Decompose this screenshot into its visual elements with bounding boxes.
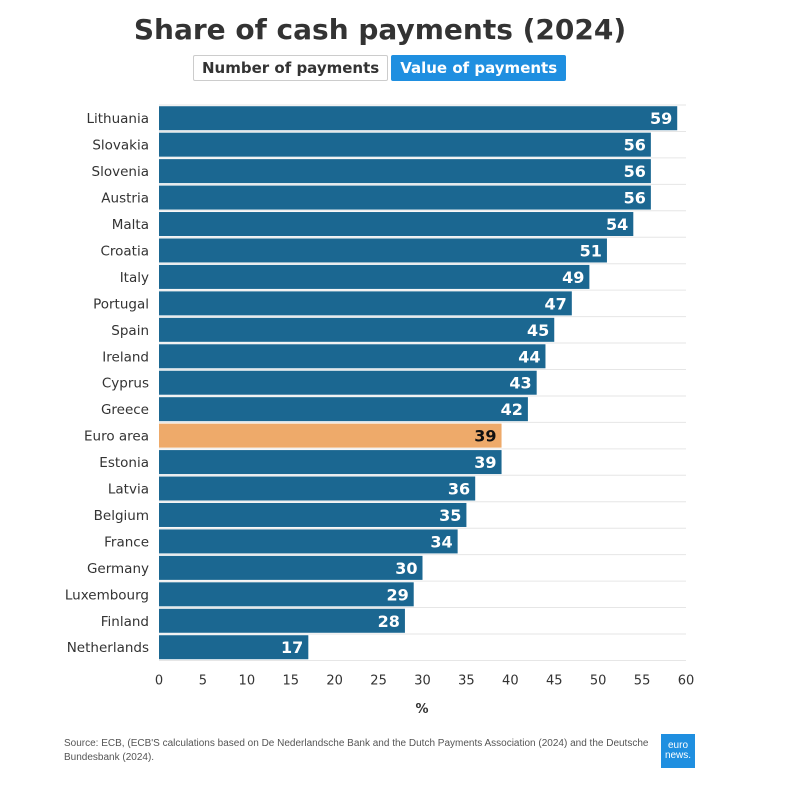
x-tick-label: 5	[199, 673, 207, 688]
x-tick-label: 0	[155, 673, 163, 688]
category-label: Lithuania	[86, 111, 149, 127]
source-note: Source: ECB, (ECB'S calculations based o…	[64, 738, 649, 763]
bar	[159, 608, 405, 633]
x-axis-label: %	[415, 702, 428, 717]
gridlines	[159, 104, 686, 661]
tab-number-of-payments[interactable]: Number of payments	[193, 55, 389, 81]
data-label: 35	[439, 506, 461, 525]
category-label: Latvia	[108, 482, 149, 498]
category-label: Spain	[111, 323, 149, 339]
data-label: 59	[650, 109, 672, 128]
logo-line-2: news.	[664, 750, 692, 761]
bar	[159, 450, 502, 475]
data-label: 17	[281, 638, 303, 657]
data-label: 44	[518, 347, 540, 366]
category-label: Italy	[120, 270, 149, 286]
category-label: Euro area	[84, 429, 149, 445]
x-tick-label: 20	[326, 673, 343, 688]
x-tick-label: 25	[370, 673, 387, 688]
x-tick-label: 10	[239, 673, 256, 688]
category-label: Netherlands	[67, 640, 149, 656]
bar-chart: 5956565654514947454443423939363534302928…	[65, 104, 694, 717]
bar	[159, 185, 651, 210]
x-tick-labels: 0 5 10 15 20 25 30 35 40 45 50 55 60	[155, 673, 694, 688]
category-label: Austria	[101, 191, 149, 207]
bar	[159, 397, 528, 422]
data-label: 42	[501, 400, 523, 419]
chart-title: Share of cash payments (2024)	[133, 13, 627, 46]
category-label: Cyprus	[102, 376, 149, 392]
bar	[159, 106, 678, 131]
data-label: 43	[509, 374, 531, 393]
bar	[159, 238, 607, 263]
bar	[159, 370, 537, 395]
bar	[159, 212, 634, 237]
bar	[159, 476, 476, 501]
data-label: 36	[448, 480, 470, 499]
data-label: 56	[624, 136, 646, 155]
x-tick-label: 30	[414, 673, 431, 688]
data-label: 45	[527, 321, 549, 340]
data-label: 39	[474, 453, 496, 472]
bar	[159, 317, 555, 342]
bar	[159, 159, 651, 184]
data-label: 34	[430, 532, 452, 551]
euronews-logo: euro news.	[661, 734, 695, 768]
category-label: Luxembourg	[65, 587, 149, 603]
data-label: 47	[545, 294, 567, 313]
data-label: 30	[395, 559, 417, 578]
bar	[159, 582, 414, 607]
bar	[159, 555, 423, 580]
x-tick-label: 50	[590, 673, 607, 688]
x-tick-label: 60	[678, 673, 695, 688]
view-tabs: Number of payments Value of payments	[193, 55, 567, 81]
data-label: 49	[562, 268, 584, 287]
x-tick-label: 35	[458, 673, 475, 688]
category-label: Portugal	[93, 296, 149, 312]
category-label: Estonia	[99, 455, 149, 471]
data-label: 56	[624, 189, 646, 208]
bar	[159, 291, 572, 316]
bar	[159, 132, 651, 157]
x-tick-label: 40	[502, 673, 519, 688]
category-label: Croatia	[100, 243, 149, 259]
data-label: 39	[474, 427, 496, 446]
bar	[159, 502, 467, 527]
bar	[159, 635, 309, 660]
x-tick-label: 55	[634, 673, 651, 688]
data-label: 28	[378, 612, 400, 631]
data-label: 29	[386, 585, 408, 604]
x-tick-label: 45	[546, 673, 563, 688]
category-labels: Lithuania Slovakia Slovenia Austria Malta Cro…	[65, 111, 149, 656]
data-label: 54	[606, 215, 628, 234]
data-label: 51	[580, 241, 602, 260]
bar-highlight	[159, 423, 502, 448]
bar	[159, 264, 590, 289]
x-tick-label: 15	[282, 673, 299, 688]
bars: 5956565654514947454443423939363534302928…	[159, 106, 678, 660]
category-label: Ireland	[102, 349, 149, 365]
category-label: Slovakia	[92, 138, 149, 154]
category-label: Malta	[112, 217, 149, 233]
bar	[159, 344, 546, 369]
category-label: Finland	[101, 614, 149, 630]
category-label: Germany	[87, 561, 149, 577]
bar	[159, 529, 458, 554]
category-label: France	[104, 534, 149, 550]
logo-line-1: euro	[667, 740, 688, 751]
data-label: 56	[624, 162, 646, 181]
category-label: Belgium	[94, 508, 149, 524]
category-label: Slovenia	[92, 164, 149, 180]
category-label: Greece	[101, 402, 149, 418]
tab-value-of-payments[interactable]: Value of payments	[391, 55, 567, 81]
